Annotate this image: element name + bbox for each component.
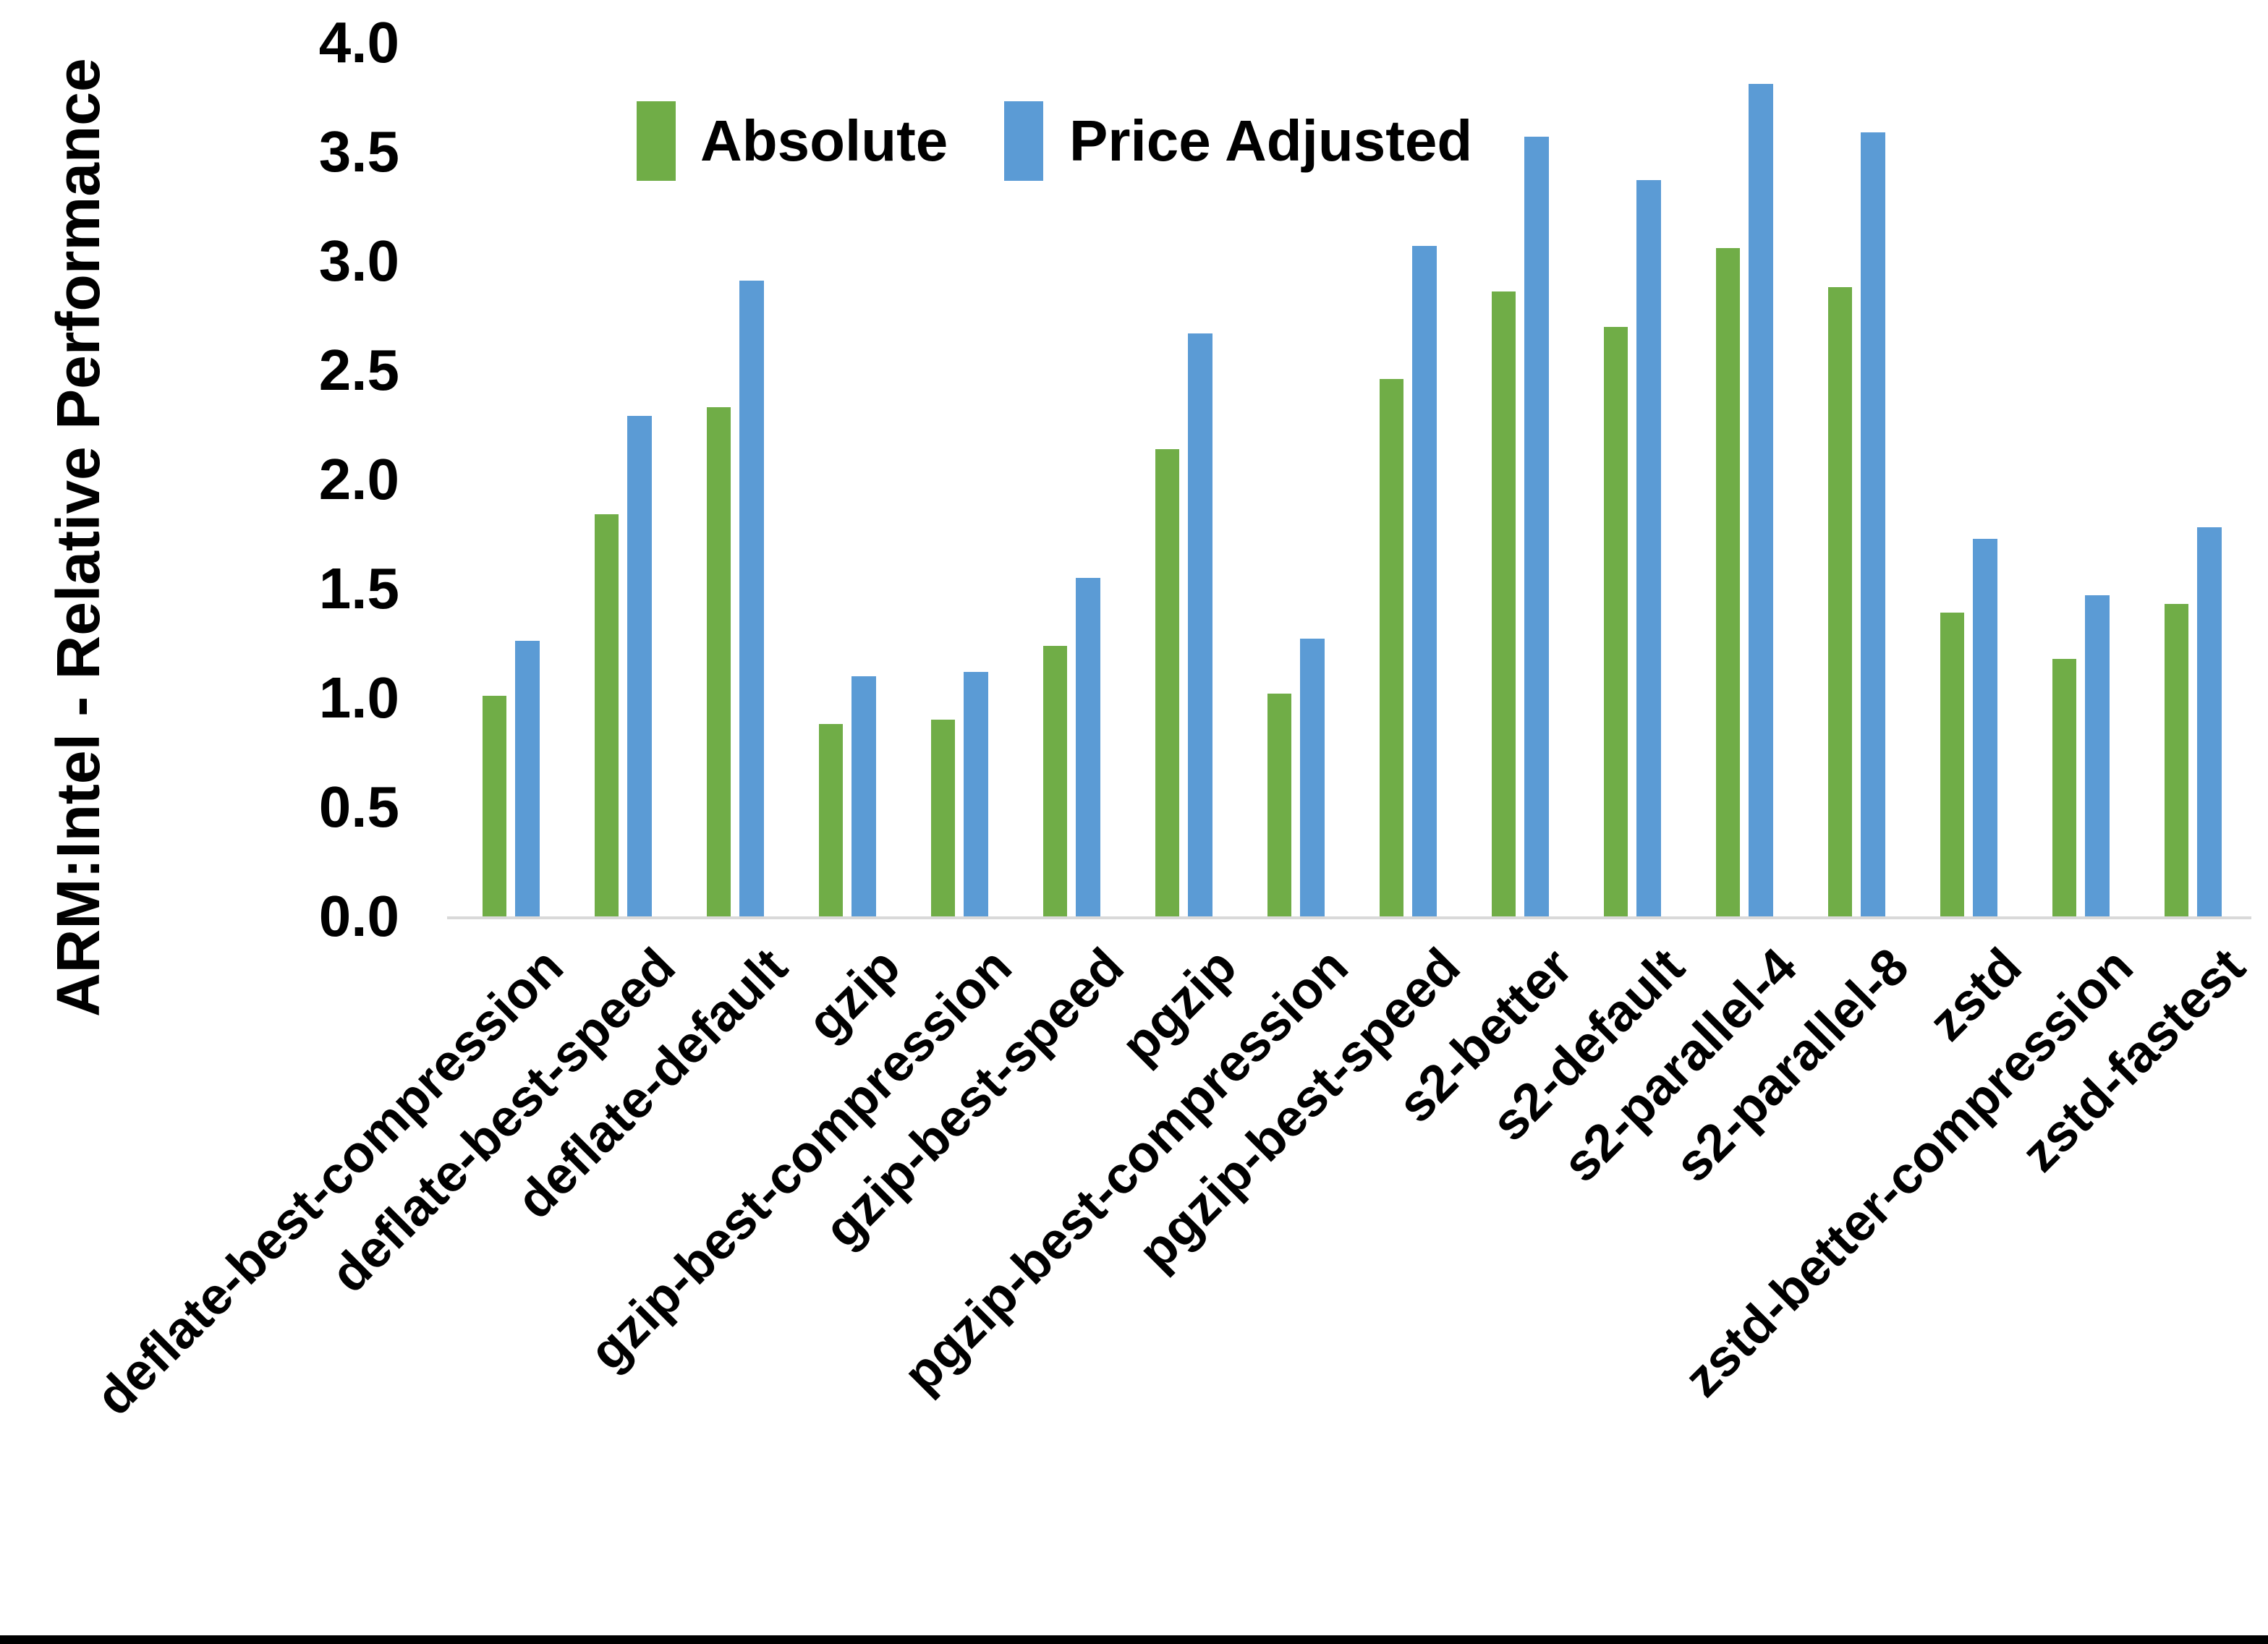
bar-absolute (1155, 449, 1179, 916)
bar-absolute (595, 514, 619, 916)
x-axis-baseline (447, 916, 2251, 919)
bar-price-adjusted (1412, 246, 1437, 916)
legend-swatch-price-adjusted (1004, 101, 1043, 181)
y-tick-label: 3.5 (318, 119, 399, 184)
bar-price-adjusted (1076, 578, 1100, 916)
legend-label-price-adjusted: Price Adjusted (1069, 108, 1473, 173)
bottom-border (0, 1635, 2268, 1644)
bar-absolute (1492, 291, 1516, 916)
bar-absolute (1828, 287, 1852, 916)
bar-price-adjusted (515, 641, 540, 916)
bar-absolute (707, 407, 731, 916)
bar-price-adjusted (1300, 639, 1325, 916)
y-tick-label: 3.0 (318, 229, 399, 293)
bar-absolute (2165, 604, 2188, 916)
bar-absolute (1940, 613, 1964, 916)
y-axis-title: ARM:Intel - Relative Performance (44, 58, 112, 1017)
legend-label-absolute: Absolute (700, 108, 948, 173)
bar-absolute (1604, 327, 1628, 916)
bar-price-adjusted (1188, 333, 1212, 916)
y-tick-label: 0.0 (318, 884, 399, 948)
bar-absolute (483, 696, 506, 916)
bar-price-adjusted (627, 416, 652, 916)
bar-price-adjusted (2197, 527, 2222, 916)
bar-price-adjusted (1749, 84, 1773, 916)
bar-absolute (1267, 694, 1291, 916)
y-tick-label: 2.0 (318, 447, 399, 511)
y-tick-label: 4.0 (318, 10, 399, 74)
bar-price-adjusted (1524, 137, 1549, 916)
bar-price-adjusted (2085, 595, 2110, 916)
bar-price-adjusted (851, 676, 876, 916)
bar-absolute (819, 724, 843, 916)
y-tick-label: 1.0 (318, 665, 399, 730)
bar-price-adjusted (739, 281, 764, 916)
y-tick-label: 0.5 (318, 775, 399, 839)
bar-absolute (1043, 646, 1067, 916)
y-tick-label: 2.5 (318, 338, 399, 402)
bar-absolute (1380, 379, 1403, 916)
bar-absolute (931, 720, 955, 916)
bar-absolute (2052, 659, 2076, 916)
bar-price-adjusted (1636, 180, 1661, 916)
bar-price-adjusted (1973, 539, 1997, 916)
bar-price-adjusted (1861, 132, 1885, 916)
bar-price-adjusted (964, 672, 988, 916)
legend-swatch-absolute (637, 101, 676, 181)
x-axis-label: deflate-best-compression (85, 937, 575, 1427)
bar-absolute (1716, 248, 1740, 916)
y-tick-label: 1.5 (318, 556, 399, 621)
